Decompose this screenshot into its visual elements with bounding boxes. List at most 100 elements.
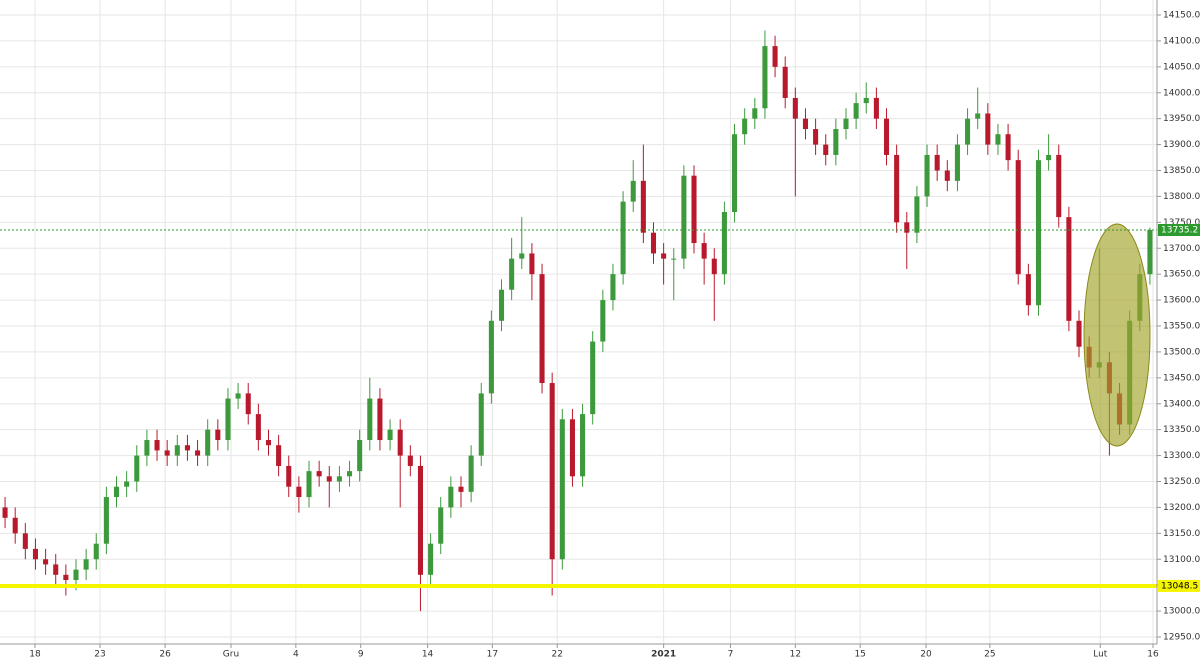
candle-body	[549, 383, 555, 560]
candle-body	[661, 253, 667, 259]
candle-body	[995, 134, 1001, 145]
candle-body	[630, 180, 636, 202]
highlight-ellipse	[1083, 223, 1151, 447]
candle-body	[529, 253, 535, 275]
candle-body	[326, 476, 332, 482]
candle-body	[843, 118, 849, 130]
candle-body	[174, 445, 180, 456]
y-tick-label: 13250.0	[1163, 477, 1200, 487]
y-tick-label: 13800.0	[1163, 192, 1200, 202]
candle-body	[539, 274, 545, 384]
candle-body	[519, 253, 525, 259]
candle-body	[650, 232, 657, 254]
candle-body	[823, 144, 829, 155]
candle-body	[12, 517, 18, 534]
candle-body	[985, 113, 991, 145]
candle-body	[225, 398, 231, 441]
candle-body	[448, 486, 454, 508]
candle-body	[894, 154, 900, 223]
candle-body	[883, 118, 890, 155]
x-tick-label: 26	[159, 650, 171, 660]
candle-body	[407, 455, 413, 466]
y-tick-label: 13600.0	[1163, 296, 1200, 306]
candle-body	[721, 211, 727, 275]
price-label: 13048.5	[1161, 581, 1198, 591]
candle-body	[357, 440, 363, 472]
candle-body	[83, 559, 89, 570]
candle-body	[154, 440, 160, 451]
y-tick-label: 13850.0	[1163, 166, 1200, 176]
candle-body	[1035, 160, 1042, 306]
candle-body	[782, 66, 788, 98]
candle-body	[417, 465, 423, 575]
candle-body	[863, 97, 869, 104]
y-tick-label: 13200.0	[1163, 503, 1200, 513]
y-tick-label: 13550.0	[1163, 322, 1200, 332]
candle-body	[113, 486, 120, 498]
candle-body	[509, 258, 515, 290]
x-tick-label: 4	[293, 650, 299, 660]
candle-body	[640, 180, 646, 233]
y-tick-label: 13950.0	[1163, 114, 1200, 124]
candle-body	[813, 129, 819, 145]
x-tick-label: 12	[790, 650, 801, 660]
y-tick-label: 13150.0	[1163, 529, 1200, 539]
x-tick-label: Lut	[1093, 650, 1108, 660]
candle-body	[468, 455, 474, 492]
candle-body	[134, 455, 140, 482]
axes: 12950.013000.013050.013100.013150.013200…	[29, 11, 1200, 660]
y-tick-label: 13700.0	[1163, 244, 1200, 254]
candle-body	[73, 569, 79, 580]
candle-body	[1046, 154, 1052, 161]
y-tick-label: 13450.0	[1163, 373, 1200, 383]
candle-body	[1147, 230, 1153, 275]
candle-body	[1025, 274, 1031, 306]
y-tick-label: 13750.0	[1163, 218, 1200, 228]
candle-body	[63, 574, 69, 580]
candle-body	[296, 486, 302, 498]
price-label-box	[1158, 579, 1200, 592]
candle-body	[924, 154, 930, 197]
candle-body	[732, 134, 738, 212]
y-tick-label: 13650.0	[1163, 270, 1200, 280]
candle-body	[792, 97, 798, 119]
candle-body	[711, 258, 717, 275]
candle-body	[124, 481, 130, 487]
candle-body	[144, 440, 150, 456]
candle-body	[103, 497, 109, 544]
candle-body	[742, 118, 748, 135]
candle-body	[478, 393, 484, 456]
candle-body	[610, 274, 616, 301]
x-tick-label: 7	[728, 650, 734, 660]
x-tick-label: 22	[552, 650, 563, 660]
y-tick-label: 14050.0	[1163, 62, 1200, 72]
candle-body	[2, 507, 8, 518]
y-tick-label: 12950.0	[1163, 633, 1200, 643]
candle-body	[762, 46, 768, 109]
candle-body	[438, 507, 444, 544]
y-tick-label: 13350.0	[1163, 425, 1200, 435]
y-tick-label: 14150.0	[1163, 11, 1200, 21]
y-tick-label: 13900.0	[1163, 140, 1200, 150]
candle-body	[671, 258, 677, 260]
candle-body	[397, 429, 403, 456]
x-tick-label: 20	[920, 650, 932, 660]
candle-body	[43, 559, 49, 565]
grid	[0, 0, 1157, 644]
candle-body	[367, 398, 373, 441]
candle-body	[772, 46, 778, 67]
candle-body	[316, 471, 322, 477]
candle-body	[580, 414, 586, 477]
candle-body	[1076, 320, 1082, 347]
candle-body	[205, 429, 211, 456]
candle-body	[498, 289, 505, 321]
candle-body	[286, 465, 292, 487]
candle-body	[954, 144, 960, 181]
candle-body	[975, 113, 981, 119]
price-label: 13735.2	[1161, 226, 1198, 236]
candle-body	[306, 471, 312, 498]
candle-body	[428, 543, 434, 575]
